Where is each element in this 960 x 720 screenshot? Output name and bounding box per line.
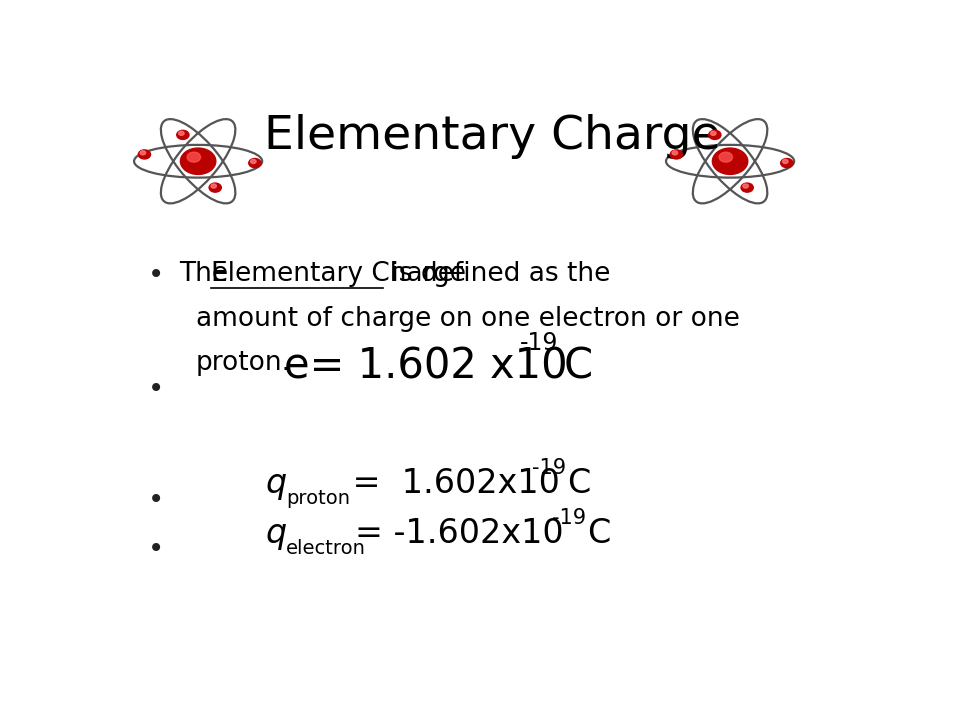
Text: q: q xyxy=(265,517,286,550)
Circle shape xyxy=(719,152,732,162)
Text: q: q xyxy=(265,467,286,500)
Circle shape xyxy=(211,184,216,188)
Text: C: C xyxy=(567,467,590,500)
Text: -19: -19 xyxy=(552,508,587,528)
Circle shape xyxy=(140,150,146,155)
Text: •: • xyxy=(148,485,164,513)
Text: proton: proton xyxy=(286,490,349,508)
Circle shape xyxy=(209,183,222,192)
Text: is defined as the: is defined as the xyxy=(383,261,611,287)
Text: C: C xyxy=(564,346,592,387)
Circle shape xyxy=(138,150,151,159)
Circle shape xyxy=(249,158,261,168)
Circle shape xyxy=(780,158,793,168)
Circle shape xyxy=(712,148,748,174)
Circle shape xyxy=(708,130,721,140)
Text: •: • xyxy=(148,261,164,289)
Circle shape xyxy=(743,184,749,188)
Circle shape xyxy=(177,130,189,140)
Circle shape xyxy=(710,131,716,135)
Text: amount of charge on one electron or one: amount of charge on one electron or one xyxy=(196,307,740,333)
Text: =  1.602x10: = 1.602x10 xyxy=(343,467,561,500)
Circle shape xyxy=(187,152,201,162)
Circle shape xyxy=(672,150,678,155)
Text: •: • xyxy=(148,536,164,564)
Circle shape xyxy=(251,159,256,163)
Text: C: C xyxy=(588,517,611,550)
Text: electron: electron xyxy=(286,539,366,558)
Circle shape xyxy=(741,183,754,192)
Text: -19: -19 xyxy=(532,459,566,478)
Text: proton.: proton. xyxy=(196,350,291,376)
Text: •: • xyxy=(148,374,164,402)
Text: Elementary Charge: Elementary Charge xyxy=(211,261,466,287)
Circle shape xyxy=(180,148,216,174)
Text: The: The xyxy=(180,261,237,287)
Circle shape xyxy=(782,159,788,163)
Text: -19: -19 xyxy=(520,331,559,355)
Circle shape xyxy=(179,131,184,135)
Text: = -1.602x10: = -1.602x10 xyxy=(355,517,564,550)
Text: e= 1.602 x10: e= 1.602 x10 xyxy=(284,346,567,387)
Text: Elementary Charge: Elementary Charge xyxy=(264,114,720,159)
Circle shape xyxy=(670,150,683,159)
